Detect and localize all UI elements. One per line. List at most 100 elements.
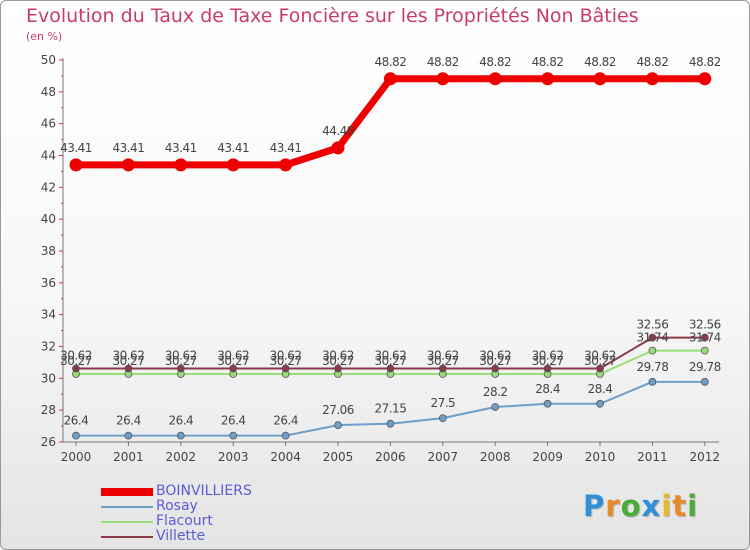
data-label: 26.4 [64, 414, 89, 428]
y-tick-label: 50 [41, 53, 56, 67]
data-label: 32.56 [689, 318, 721, 332]
y-tick-label: 38 [41, 244, 56, 258]
x-tick-label: 2004 [270, 450, 301, 464]
x-tick-label: 2009 [532, 450, 563, 464]
data-point [176, 431, 185, 440]
data-point [124, 431, 133, 440]
data-point [386, 419, 395, 428]
data-point [72, 431, 80, 440]
data-point [121, 158, 135, 172]
y-tick-label: 48 [41, 85, 56, 99]
data-label: 30.62 [112, 348, 144, 362]
data-label: 30.62 [322, 348, 354, 362]
data-point [334, 421, 342, 430]
data-label: 43.41 [60, 141, 92, 155]
data-label: 30.27 [165, 354, 197, 368]
logo-letter: x [641, 489, 662, 523]
y-tick-label: 36 [41, 276, 56, 290]
data-point [174, 158, 188, 172]
data-label: 30.27 [584, 354, 616, 368]
chart-title: Evolution du Taux de Taxe Foncière sur l… [26, 5, 639, 27]
x-tick-label: 2012 [690, 450, 721, 464]
y-tick-label: 26 [41, 435, 56, 449]
logo-letter: r [605, 489, 621, 523]
legend-label-rosay: Rosay [156, 498, 198, 514]
legend-swatch-boinvilliers [101, 488, 153, 496]
data-label: 26.4 [273, 414, 298, 428]
y-tick-label: 40 [41, 212, 56, 226]
data-label: 44.48 [322, 124, 354, 138]
y-tick-label: 44 [41, 149, 56, 163]
data-label: 48.82 [479, 55, 511, 69]
data-label: 48.82 [584, 55, 616, 69]
x-tick-label: 2000 [61, 450, 92, 464]
logo-letter: P [583, 489, 606, 523]
data-point [491, 364, 500, 373]
data-point [648, 377, 657, 386]
data-label: 26.4 [168, 414, 193, 428]
x-tick-label: 2001 [113, 450, 144, 464]
data-point [281, 364, 290, 373]
data-label: 48.82 [374, 55, 406, 69]
data-label: 43.41 [112, 141, 144, 155]
data-label: 30.27 [217, 354, 249, 368]
data-label: 28.2 [483, 385, 508, 399]
data-point [331, 141, 345, 155]
legend-label-villette: Villette [156, 528, 206, 544]
legend-label-flacourt: Flacourt [156, 513, 213, 529]
data-label: 29.78 [689, 360, 721, 374]
data-point [176, 364, 185, 373]
data-point [645, 72, 659, 86]
data-label: 29.78 [636, 360, 668, 374]
data-label: 30.62 [584, 348, 616, 362]
data-label: 27.5 [430, 396, 455, 410]
data-point [593, 72, 607, 86]
data-label: 30.62 [165, 348, 197, 362]
logo-letter: i [687, 489, 699, 523]
data-label: 32.56 [636, 318, 668, 332]
x-tick-label: 2005 [323, 450, 354, 464]
data-label: 26.4 [221, 414, 246, 428]
data-point [700, 346, 709, 355]
data-label: 30.27 [112, 354, 144, 368]
data-label: 28.4 [588, 382, 613, 396]
legend-swatch-flacourt [101, 521, 153, 523]
data-label: 43.41 [270, 141, 302, 155]
data-point [648, 346, 657, 355]
data-label: 30.27 [374, 354, 406, 368]
data-label: 26.4 [116, 414, 141, 428]
data-label: 30.27 [427, 354, 459, 368]
data-point [229, 431, 238, 440]
logo-letter: i [661, 489, 673, 523]
data-label: 30.62 [60, 348, 92, 362]
data-point [69, 158, 83, 172]
data-point [543, 364, 552, 373]
data-label: 30.27 [532, 354, 564, 368]
y-tick-label: 28 [41, 403, 56, 417]
data-point [488, 72, 502, 86]
data-label: 30.27 [270, 354, 302, 368]
x-tick-label: 2007 [428, 450, 459, 464]
y-tick-label: 30 [41, 371, 56, 385]
x-tick-label: 2011 [637, 450, 668, 464]
y-axis-unit: (en %) [26, 30, 63, 43]
y-tick-label: 42 [41, 180, 56, 194]
data-label: 48.82 [427, 55, 459, 69]
data-point [700, 377, 709, 386]
data-label: 43.41 [217, 141, 249, 155]
data-label: 30.62 [479, 348, 511, 362]
x-tick-label: 2002 [166, 450, 197, 464]
logo-letter: t [672, 489, 688, 523]
data-label: 28.4 [535, 382, 560, 396]
x-tick-label: 2008 [480, 450, 511, 464]
data-point [279, 158, 293, 172]
data-label: 30.27 [60, 354, 92, 368]
data-point [491, 403, 500, 411]
data-point [648, 333, 657, 342]
y-tick-label: 32 [41, 340, 56, 354]
data-point [226, 158, 240, 172]
data-label: 27.15 [374, 402, 406, 416]
data-label: 30.62 [427, 348, 459, 362]
